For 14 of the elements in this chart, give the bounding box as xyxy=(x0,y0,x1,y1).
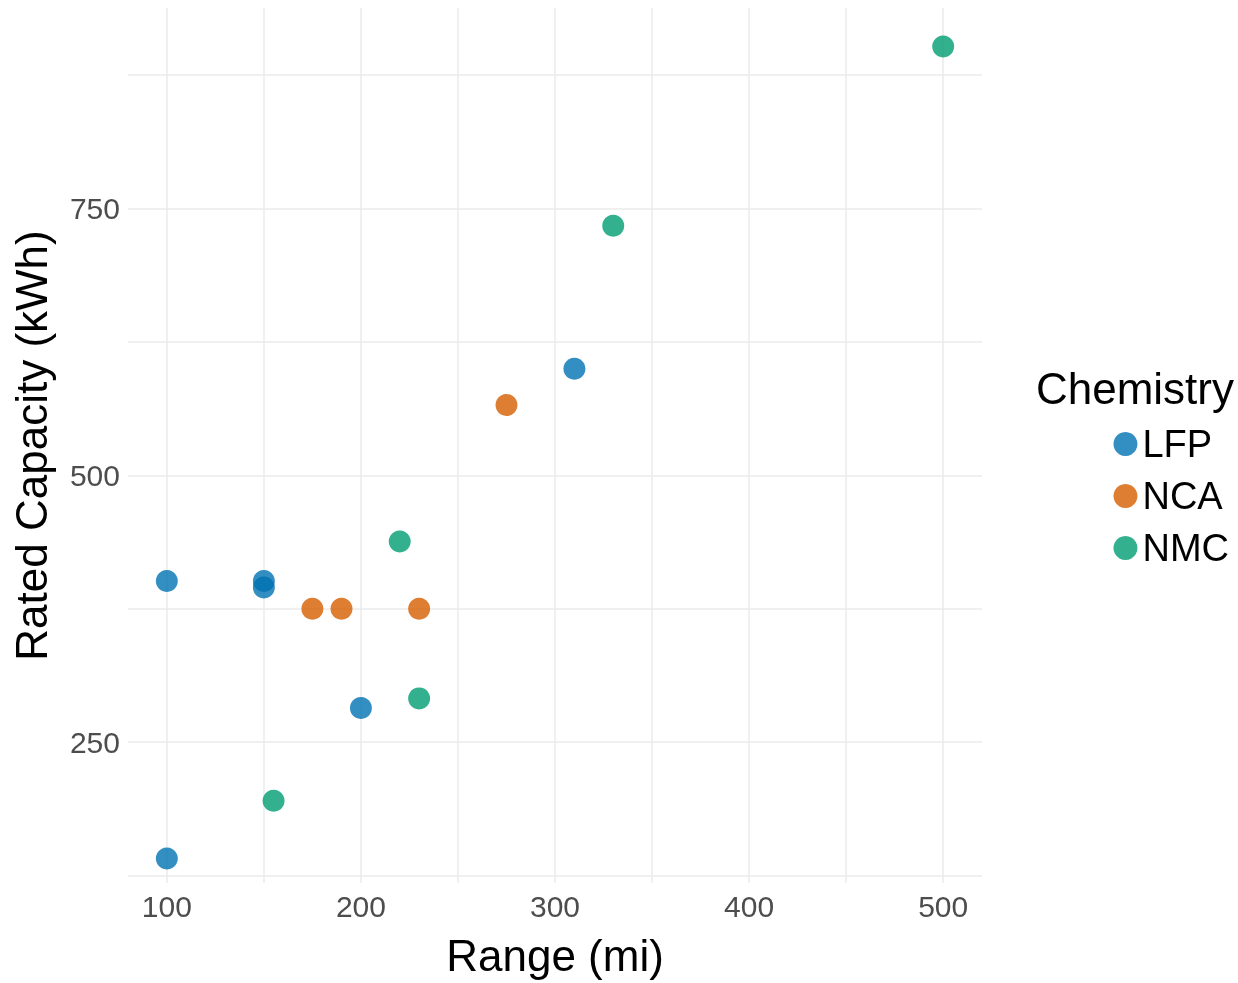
x-tick-label: 100 xyxy=(141,889,192,923)
x-tick-label: 200 xyxy=(335,889,386,923)
legend-label: LFP xyxy=(1142,423,1213,465)
y-tick-label: 750 xyxy=(69,192,120,226)
legend-label: NMC xyxy=(1142,527,1230,569)
y-tick-label: 250 xyxy=(69,725,120,759)
x-axis-title: Range (mi) xyxy=(446,930,664,980)
y-axis-title: Rated Capacity (kWh) xyxy=(6,230,56,661)
x-tick-label: 500 xyxy=(918,889,969,923)
x-tick-label: 400 xyxy=(724,889,775,923)
legend-title: Chemistry xyxy=(1035,363,1235,413)
legend-label: NCA xyxy=(1142,475,1224,517)
y-tick-label: 500 xyxy=(69,458,120,492)
x-tick-label: 300 xyxy=(529,889,581,923)
